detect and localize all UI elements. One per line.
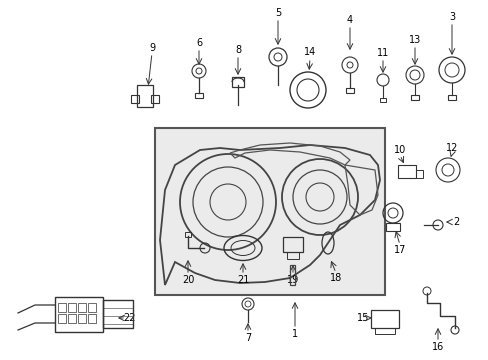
Text: 19: 19: [286, 275, 299, 285]
Bar: [410, 95, 418, 100]
Bar: [88, 303, 96, 312]
Text: 9: 9: [149, 43, 155, 53]
Text: 2: 2: [452, 217, 458, 227]
Bar: [68, 303, 76, 312]
Bar: [286, 252, 298, 259]
Bar: [78, 314, 86, 323]
Bar: [155, 128, 384, 295]
Text: 17: 17: [393, 245, 406, 255]
Bar: [88, 314, 96, 323]
Text: 8: 8: [234, 45, 241, 55]
Text: 3: 3: [448, 12, 454, 22]
Bar: [283, 237, 303, 252]
Text: 11: 11: [376, 48, 388, 58]
Bar: [151, 95, 159, 103]
Bar: [55, 297, 103, 332]
Bar: [397, 165, 415, 178]
Text: 6: 6: [196, 38, 202, 48]
Bar: [385, 223, 399, 231]
Text: 16: 16: [431, 342, 443, 352]
Bar: [58, 303, 66, 312]
Text: 13: 13: [408, 35, 420, 45]
Bar: [137, 85, 153, 107]
Bar: [195, 93, 203, 98]
Text: 4: 4: [346, 15, 352, 25]
Text: 18: 18: [329, 273, 342, 283]
Bar: [447, 95, 455, 100]
Bar: [374, 328, 394, 334]
Text: 14: 14: [303, 47, 315, 57]
Text: 10: 10: [393, 145, 406, 155]
Text: 7: 7: [244, 333, 251, 343]
Text: 12: 12: [445, 143, 457, 153]
Bar: [346, 88, 353, 93]
Bar: [379, 98, 385, 102]
Text: 1: 1: [291, 329, 298, 339]
Text: 15: 15: [356, 313, 368, 323]
Bar: [131, 95, 139, 103]
Bar: [415, 170, 422, 178]
Text: 21: 21: [236, 275, 249, 285]
Bar: [78, 303, 86, 312]
Text: 5: 5: [274, 8, 281, 18]
Bar: [231, 77, 244, 87]
Bar: [370, 310, 398, 328]
Text: 20: 20: [182, 275, 194, 285]
Bar: [58, 314, 66, 323]
Bar: [68, 314, 76, 323]
Bar: [184, 232, 191, 237]
Bar: [103, 300, 133, 328]
Text: 22: 22: [123, 313, 136, 323]
